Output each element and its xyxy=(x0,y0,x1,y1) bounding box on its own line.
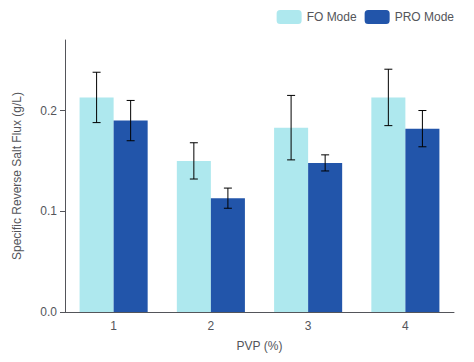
svg-text:0.2: 0.2 xyxy=(40,104,57,118)
svg-text:PRO Mode: PRO Mode xyxy=(395,10,455,24)
svg-text:1: 1 xyxy=(110,319,117,333)
svg-text:2: 2 xyxy=(208,319,215,333)
svg-text:0.0: 0.0 xyxy=(40,305,57,319)
svg-text:Specific Reverse Salt Flux (g/: Specific Reverse Salt Flux (g/L) xyxy=(10,92,24,260)
svg-text:PVP (%): PVP (%) xyxy=(237,339,283,353)
svg-text:4: 4 xyxy=(402,319,409,333)
svg-text:FO Mode: FO Mode xyxy=(307,10,357,24)
svg-text:3: 3 xyxy=(305,319,312,333)
svg-text:0.1: 0.1 xyxy=(40,204,57,218)
